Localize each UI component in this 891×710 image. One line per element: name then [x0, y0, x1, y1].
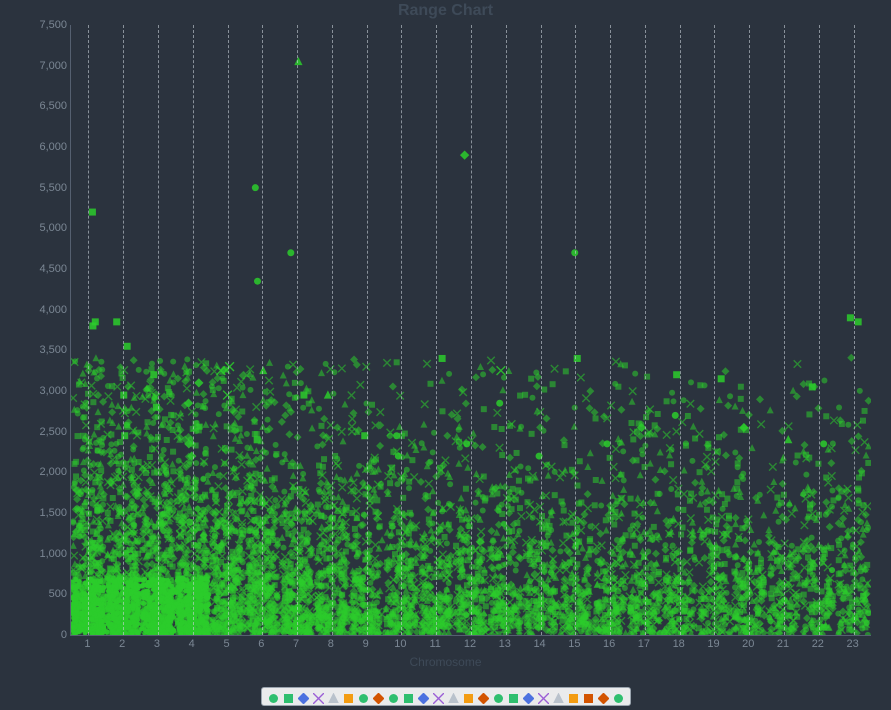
y-tick: 5,000	[7, 222, 67, 234]
grid-line	[784, 25, 785, 635]
x-tick: 17	[638, 638, 650, 650]
x-tick: 12	[464, 638, 476, 650]
x-tick: 13	[499, 638, 511, 650]
x-tick: 20	[742, 638, 754, 650]
y-tick: 3,500	[7, 344, 67, 356]
y-tick: 500	[7, 588, 67, 600]
y-tick: 2,000	[7, 466, 67, 478]
grid-line	[610, 25, 611, 635]
x-axis-label: Chromosome	[0, 655, 891, 669]
legend-swatch	[583, 691, 594, 702]
y-tick: 1,000	[7, 548, 67, 560]
grid-line	[401, 25, 402, 635]
x-tick: 23	[846, 638, 858, 650]
grid-line	[819, 25, 820, 635]
legend-swatch	[403, 691, 414, 702]
x-tick: 2	[119, 638, 125, 650]
legend-swatch	[448, 691, 459, 702]
y-tick: 1,500	[7, 507, 67, 519]
grid-line	[749, 25, 750, 635]
x-tick: 7	[293, 638, 299, 650]
legend-swatch	[343, 691, 354, 702]
x-tick: 15	[568, 638, 580, 650]
x-tick: 4	[189, 638, 195, 650]
plot-area	[70, 25, 871, 636]
grid-line	[193, 25, 194, 635]
x-tick: 14	[533, 638, 545, 650]
y-tick: 0	[7, 629, 67, 641]
x-tick: 21	[777, 638, 789, 650]
legend-swatch	[358, 691, 369, 702]
chart-title: Range Chart	[0, 2, 891, 20]
y-tick: 5,500	[7, 182, 67, 194]
legend-swatch	[508, 691, 519, 702]
grid-line	[680, 25, 681, 635]
grid-line	[262, 25, 263, 635]
y-tick: 7,000	[7, 60, 67, 72]
x-tick: 19	[707, 638, 719, 650]
y-tick: 6,500	[7, 100, 67, 112]
legend-swatch	[298, 691, 309, 702]
y-tick: 2,500	[7, 426, 67, 438]
legend-swatch	[328, 691, 339, 702]
grid-line	[541, 25, 542, 635]
grid-line	[123, 25, 124, 635]
grid-line	[714, 25, 715, 635]
legend	[261, 687, 631, 706]
y-tick: 7,500	[7, 19, 67, 31]
range-chart: Range Chart Value Chromosome 12345678910…	[0, 0, 891, 710]
x-tick: 3	[154, 638, 160, 650]
grid-line	[228, 25, 229, 635]
legend-swatch	[493, 691, 504, 702]
grid-line	[506, 25, 507, 635]
legend-swatch	[433, 691, 444, 702]
grid-line	[575, 25, 576, 635]
legend-swatch	[463, 691, 474, 702]
x-tick: 8	[328, 638, 334, 650]
y-tick: 4,500	[7, 263, 67, 275]
legend-swatch	[283, 691, 294, 702]
legend-swatch	[613, 691, 624, 702]
grid-line	[297, 25, 298, 635]
legend-swatch	[268, 691, 279, 702]
x-tick: 16	[603, 638, 615, 650]
x-tick: 1	[84, 638, 90, 650]
grid-line	[645, 25, 646, 635]
y-tick: 4,000	[7, 304, 67, 316]
grid-line	[332, 25, 333, 635]
legend-swatch	[523, 691, 534, 702]
legend-swatch	[478, 691, 489, 702]
y-tick: 3,000	[7, 385, 67, 397]
x-tick: 22	[812, 638, 824, 650]
x-tick: 5	[223, 638, 229, 650]
legend-swatch	[553, 691, 564, 702]
legend-swatch	[538, 691, 549, 702]
legend-swatch	[418, 691, 429, 702]
y-tick: 6,000	[7, 141, 67, 153]
legend-swatch	[313, 691, 324, 702]
grid-line	[471, 25, 472, 635]
legend-swatch	[598, 691, 609, 702]
grid-line	[158, 25, 159, 635]
x-tick: 18	[673, 638, 685, 650]
grid-line	[436, 25, 437, 635]
x-tick: 6	[258, 638, 264, 650]
x-tick: 9	[363, 638, 369, 650]
grid-line	[88, 25, 89, 635]
grid-line	[854, 25, 855, 635]
legend-swatch	[388, 691, 399, 702]
legend-swatch	[373, 691, 384, 702]
x-tick: 10	[394, 638, 406, 650]
x-tick: 11	[429, 638, 440, 650]
legend-swatch	[568, 691, 579, 702]
grid-line	[367, 25, 368, 635]
